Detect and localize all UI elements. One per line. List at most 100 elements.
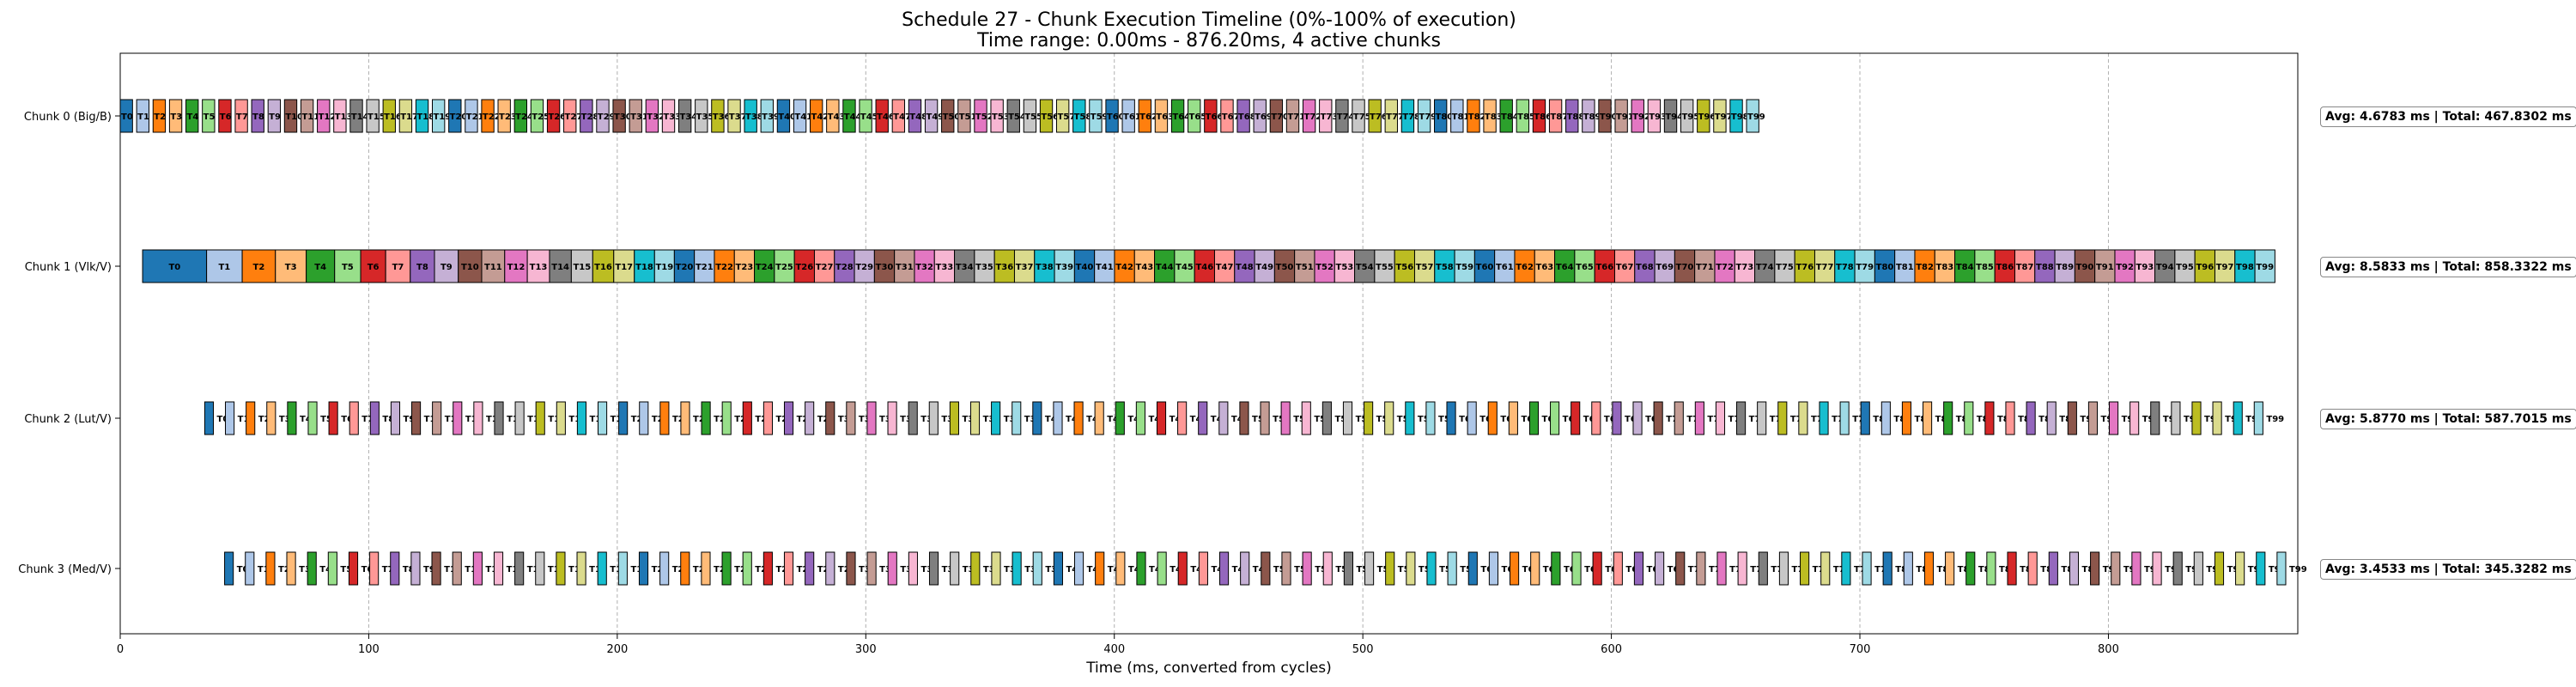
grid-layer: [368, 53, 2109, 634]
task-label: T8: [252, 112, 264, 122]
y-tick-label: Chunk 0 (Big/B): [24, 111, 112, 124]
task-label: T9: [404, 415, 416, 424]
task-bar: [805, 551, 815, 586]
task-label: T44: [1156, 263, 1174, 272]
task-label: T81: [1896, 263, 1914, 272]
task-bar: [493, 551, 504, 586]
task-bar: [711, 99, 725, 133]
x-tick-label: 200: [606, 643, 628, 656]
task-label: T37: [1016, 263, 1034, 272]
task-label: T45: [860, 112, 878, 122]
task-label: T78: [1836, 263, 1854, 272]
task-bar: [957, 99, 971, 133]
task-bar: [891, 99, 906, 133]
task-label: T45: [1176, 263, 1194, 272]
task-bar: [218, 99, 232, 133]
task-bar: [1136, 551, 1146, 586]
task-bar: [514, 401, 525, 435]
task-label: T34: [956, 263, 974, 272]
task-bar: [1532, 99, 1546, 133]
task-label: T43: [1136, 263, 1154, 272]
task-label: T10: [461, 263, 479, 272]
task-label: T38: [1036, 263, 1054, 272]
task-bar: [1319, 99, 1333, 133]
task-bar: [1984, 401, 1995, 435]
x-tick-label: 300: [855, 643, 877, 656]
task-bar: [1095, 551, 1105, 586]
task-label: T28: [835, 263, 854, 272]
task-label: T0: [121, 112, 133, 122]
task-bar: [1417, 99, 1431, 133]
task-label: T42: [1115, 263, 1133, 272]
task-label: T73: [1321, 112, 1339, 122]
y-tick-label: Chunk 3 (Med/V): [18, 563, 112, 576]
task-label: T22: [715, 263, 733, 272]
task-label: T63: [1536, 263, 1554, 272]
task-bar: [1335, 99, 1349, 133]
task-bar: [465, 99, 478, 133]
task-label: T26: [548, 112, 566, 122]
task-bar: [2172, 551, 2183, 586]
task-bar: [1342, 401, 1353, 435]
task-bar: [1633, 551, 1644, 586]
task-bar: [1157, 551, 1167, 586]
task-label: T11: [301, 112, 319, 122]
task-bar: [472, 551, 483, 586]
task-bar: [1012, 551, 1022, 586]
task-bar: [1115, 551, 1126, 586]
task-bar: [1188, 99, 1201, 133]
task-label: T49: [926, 112, 944, 122]
task-label: T12: [319, 112, 337, 122]
task-label: T24: [515, 112, 533, 122]
task-bar: [202, 99, 216, 133]
task-label: T21: [466, 112, 484, 122]
task-bar: [1528, 401, 1540, 435]
task-bar: [2253, 401, 2263, 435]
task-label: T86: [1534, 112, 1552, 122]
task-bar: [1467, 401, 1477, 435]
task-bar: [1903, 551, 1913, 586]
task-bar: [1434, 99, 1448, 133]
task-label: T29: [598, 112, 616, 122]
task-label: T58: [1074, 112, 1092, 122]
task-bar: [762, 401, 773, 435]
task-label: T76: [1370, 112, 1388, 122]
task-bar: [783, 401, 794, 435]
task-bar: [1285, 99, 1300, 133]
task-bar: [307, 401, 318, 435]
task-bar: [1697, 99, 1710, 133]
task-label: T5: [204, 112, 216, 122]
task-bar: [1138, 99, 1151, 133]
task-bar: [1516, 99, 1530, 133]
task-label: T35: [975, 263, 993, 272]
task-label: T87: [2016, 263, 2034, 272]
task-bar: [1072, 99, 1086, 133]
task-label: T17: [615, 263, 633, 272]
task-label: T42: [811, 112, 829, 122]
task-bar: [1757, 401, 1767, 435]
task-label: T60: [1476, 263, 1494, 272]
task-bar: [1426, 551, 1437, 586]
task-bar: [1425, 401, 1436, 435]
task-label: T21: [696, 263, 714, 272]
task-label: T99: [1747, 112, 1765, 122]
task-bar: [563, 99, 577, 133]
task-bar: [991, 551, 1001, 586]
task-bar: [866, 401, 877, 435]
task-bar: [1487, 401, 1498, 435]
task-label: T25: [775, 263, 793, 272]
task-label: T60: [1107, 112, 1125, 122]
task-label: T46: [877, 112, 895, 122]
task-label: T12: [507, 263, 526, 272]
task-bar: [580, 99, 593, 133]
task-label: T43: [828, 112, 846, 122]
task-bar: [1261, 551, 1271, 586]
task-label: T78: [1402, 112, 1420, 122]
task-bar: [846, 401, 856, 435]
task-bar: [432, 401, 442, 435]
x-tick-label: 700: [1850, 643, 1871, 656]
task-bar: [333, 99, 347, 133]
task-bar: [287, 401, 297, 435]
task-bar: [1614, 99, 1628, 133]
task-label: T4: [314, 263, 326, 272]
